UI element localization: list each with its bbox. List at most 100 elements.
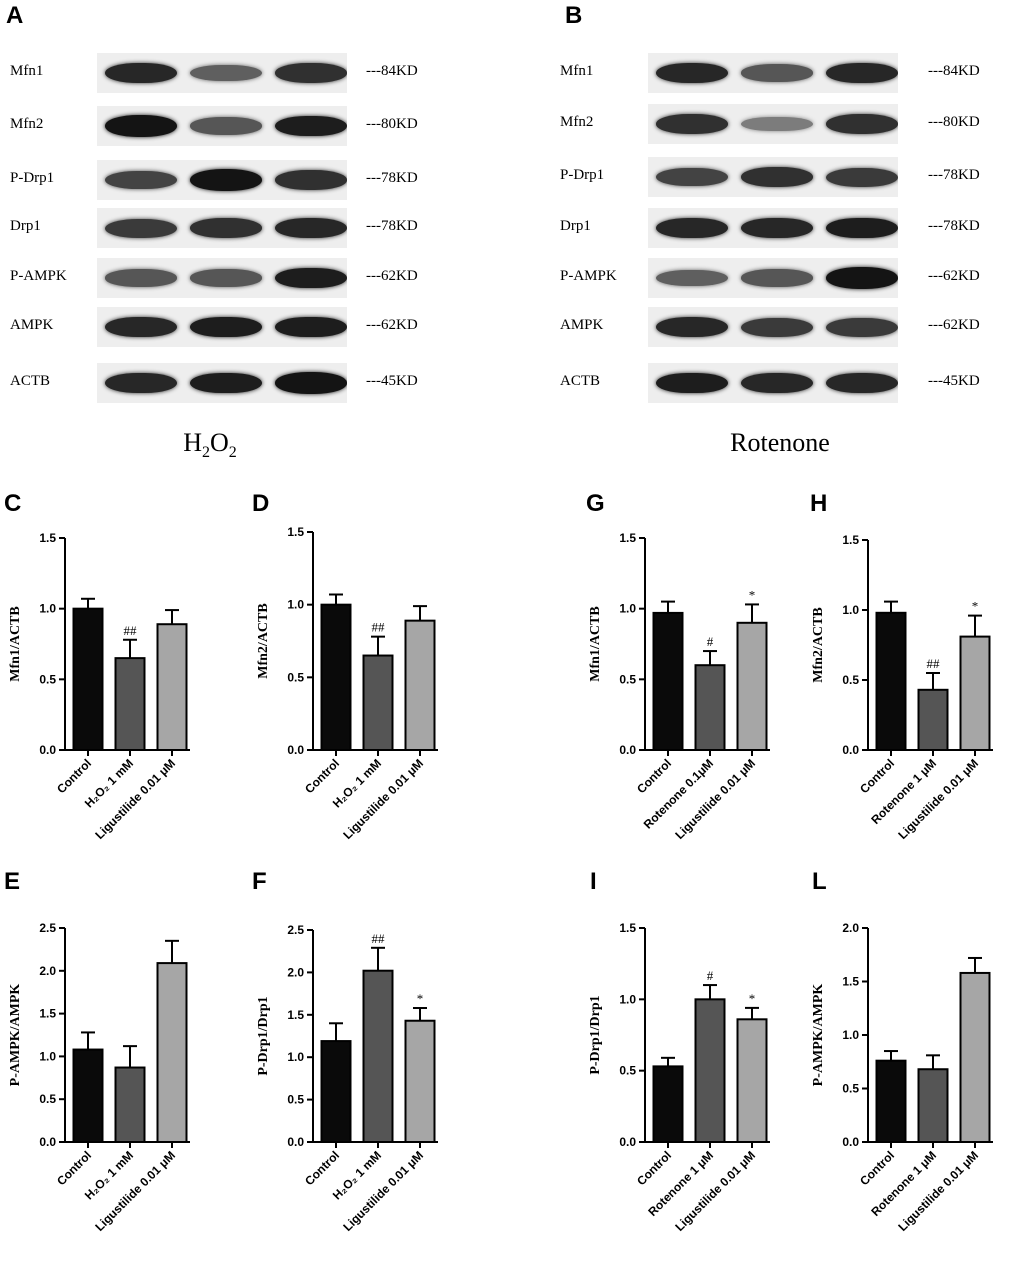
blot-band	[741, 64, 813, 82]
y-tick-label: 0.0	[39, 1135, 56, 1149]
blot-band	[826, 167, 898, 187]
panel-letter-i: I	[590, 868, 597, 895]
panel-letter-d: D	[252, 490, 270, 517]
blot-band	[190, 169, 262, 191]
blot-band	[190, 117, 262, 135]
y-tick-label: 0.5	[842, 1082, 859, 1096]
blot-band	[105, 62, 177, 84]
significance-marker: ##	[124, 623, 138, 638]
bar	[917, 688, 949, 751]
blot-band	[105, 316, 177, 338]
blot-strip	[97, 307, 347, 347]
bar	[362, 969, 394, 1143]
blot-row-label: ACTB	[560, 373, 601, 389]
x-tick-label: Control	[857, 756, 897, 796]
y-axis-label: Mfn1/ACTB	[588, 606, 603, 681]
significance-marker: #	[707, 634, 714, 649]
bar	[320, 1040, 352, 1144]
y-tick-label: 0.5	[619, 1064, 636, 1078]
blot-row-label: AMPK	[560, 317, 604, 333]
blot-strip	[97, 106, 347, 146]
blot-row-label: P-AMPK	[560, 268, 617, 284]
blot-row-label: Drp1	[10, 218, 41, 234]
y-tick-label: 0.5	[287, 1093, 304, 1107]
rotenone-title: Rotenone	[730, 428, 830, 457]
blot-strip	[97, 208, 347, 248]
y-tick-label: 0.0	[287, 743, 304, 757]
blot-band	[741, 269, 813, 287]
y-tick-label: 0.0	[842, 1135, 859, 1149]
blot-band	[656, 62, 728, 84]
bar	[320, 603, 352, 752]
significance-marker: *	[749, 991, 756, 1006]
y-tick-label: 0.0	[619, 743, 636, 757]
blot-band	[190, 372, 262, 394]
blot-band	[741, 217, 813, 239]
x-tick-label: Control	[634, 1148, 674, 1188]
x-tick-label: Control	[54, 1148, 94, 1188]
blot-band	[656, 167, 728, 187]
y-tick-label: 0.0	[842, 743, 859, 757]
significance-marker: *	[749, 587, 756, 602]
blot-size-label: ---45KD	[366, 373, 418, 389]
blot-size-label: ---84KD	[928, 63, 980, 79]
blot-row-label: P-Drp1	[10, 170, 55, 186]
y-tick-label: 1.0	[39, 602, 56, 616]
bar	[694, 998, 726, 1143]
blot-strip	[648, 258, 898, 298]
blot-strip	[648, 208, 898, 248]
y-tick-label: 0.0	[287, 1135, 304, 1149]
blot-band	[190, 316, 262, 338]
y-tick-label: 1.0	[287, 1050, 304, 1064]
x-tick-label: Ligustilide 0.01 μM	[92, 756, 178, 842]
y-tick-label: 0.5	[842, 673, 859, 687]
significance-marker: ##	[927, 656, 941, 671]
x-tick-label: Ligustilide 0.01 μM	[895, 756, 981, 842]
blot-strip	[648, 307, 898, 347]
significance-marker: ##	[372, 931, 386, 946]
x-tick-label: Ligustilide 0.01 μM	[672, 756, 758, 842]
x-tick-label: Ligustilide 0.01 μM	[672, 1148, 758, 1234]
blot-band	[741, 167, 813, 187]
blot-band	[741, 317, 813, 337]
blot-strip	[97, 160, 347, 200]
y-tick-label: 1.5	[619, 531, 636, 545]
y-tick-label: 0.5	[287, 670, 304, 684]
bar	[736, 1018, 768, 1143]
y-tick-label: 1.0	[842, 1028, 859, 1042]
blot-band	[826, 372, 898, 394]
blot-size-label: ---78KD	[928, 218, 980, 234]
y-tick-label: 2.5	[39, 921, 56, 935]
bar	[156, 962, 188, 1144]
blot-band	[190, 269, 262, 287]
bar	[694, 664, 726, 752]
blot-size-label: ---84KD	[366, 63, 418, 79]
blot-row-label: P-AMPK	[10, 268, 67, 284]
x-tick-label: Control	[634, 756, 674, 796]
panel-letter-c: C	[4, 490, 22, 517]
y-axis-label: Mfn1/ACTB	[8, 606, 23, 681]
bar	[114, 657, 146, 752]
blot-band	[275, 372, 347, 394]
blot-band	[656, 372, 728, 394]
blot-band	[105, 115, 177, 137]
blot-band	[275, 316, 347, 338]
y-tick-label: 1.0	[842, 603, 859, 617]
blot-strip	[97, 363, 347, 403]
blot-size-label: ---62KD	[928, 317, 980, 333]
y-tick-label: 1.0	[619, 602, 636, 616]
blot-row-label: Mfn2	[10, 116, 44, 132]
x-tick-label: Ligustilide 0.01 μM	[340, 1148, 426, 1234]
blot-band	[826, 217, 898, 239]
blot-band	[826, 317, 898, 337]
y-tick-label: 2.0	[287, 965, 304, 979]
blot-band	[105, 269, 177, 287]
y-tick-label: 2.0	[842, 921, 859, 935]
y-axis-label: P-AMPK/AMPK	[811, 984, 826, 1087]
blot-band	[275, 170, 347, 190]
blot-band	[275, 115, 347, 137]
bar	[72, 1048, 104, 1143]
bar	[362, 654, 394, 751]
blot-size-label: ---80KD	[928, 114, 980, 130]
